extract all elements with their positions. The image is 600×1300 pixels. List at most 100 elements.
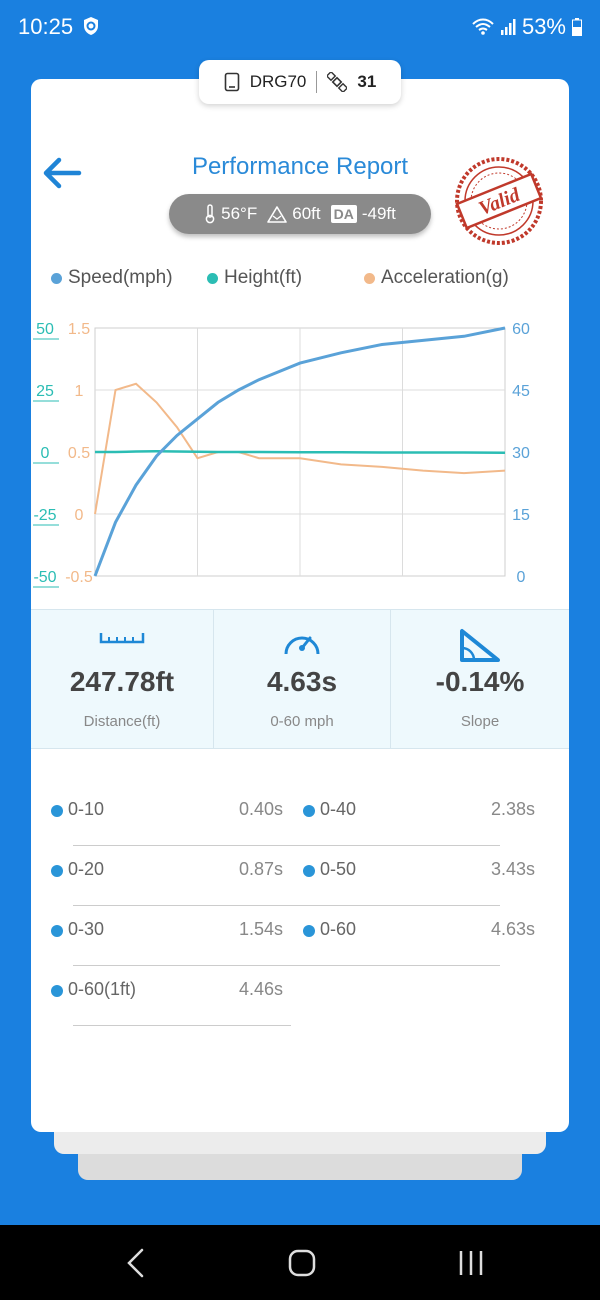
valid-stamp: Valid [455, 157, 543, 245]
pill-divider [316, 71, 318, 93]
battery-percent: 53% [521, 14, 566, 39]
height-axis-tick: 0 [41, 445, 50, 462]
card-stack-back [78, 1150, 522, 1180]
status-time: 10:25 [18, 14, 74, 39]
legend-height: Height(ft) [207, 267, 302, 289]
split-divider [73, 1025, 291, 1026]
split-label: 0-30 [68, 919, 105, 939]
ruler-icon [99, 633, 145, 644]
temperature-value: 56°F [221, 204, 258, 223]
acceleration-axis-tick: -0.5 [65, 569, 93, 586]
speed-axis-tick: 0 [517, 569, 526, 586]
split-dot [51, 925, 63, 937]
navigation-bar [0, 1225, 600, 1300]
signal-icon [500, 19, 516, 35]
stat-zero-sixty: 4.63s 0-60 mph [213, 610, 390, 748]
split-dot [303, 925, 315, 937]
speed-axis-tick: 60 [512, 321, 530, 338]
split-label: 0-20 [68, 859, 105, 879]
acceleration-axis-tick: 1 [75, 383, 84, 400]
split-label: 0-50 [320, 859, 357, 879]
device-pill[interactable]: DRG70 31 [199, 60, 401, 104]
split-value: 3.43s [490, 859, 535, 879]
split-label: 0-40 [320, 799, 357, 819]
nav-back-icon[interactable] [124, 1247, 148, 1279]
speed-axis-tick: 15 [512, 507, 530, 524]
thermometer-icon [205, 204, 215, 224]
legend-acceleration-dot [364, 272, 375, 284]
stat-slope: -0.14% Slope [390, 610, 569, 748]
row-divider [73, 965, 500, 966]
legend-speed-label: Speed(mph) [68, 267, 173, 288]
satellite-count: 31 [357, 72, 377, 91]
split-dot [51, 805, 63, 817]
density-altitude-value: -49ft [361, 204, 396, 223]
split-value: 0.87s [238, 859, 283, 879]
height-axis-tick: -25 [33, 507, 56, 524]
speed-axis-tick: 30 [512, 445, 530, 462]
da-label: DA [330, 205, 357, 223]
split-item: 0-60(1ft) 4.46s [51, 971, 291, 1026]
distance-value: 247.78ft [69, 666, 175, 697]
split-value: 1.54s [238, 919, 283, 939]
page-title: Performance Report [191, 153, 409, 180]
device-icon [224, 72, 239, 92]
speed-series-line [93, 326, 506, 577]
status-bar: 10:25 53% [0, 0, 600, 52]
split-value: 4.63s [490, 919, 535, 939]
slope-icon [460, 629, 500, 662]
chart-legend: Speed(mph) Height(ft) Acceleration(g) [31, 267, 569, 293]
acceleration-axis-tick: 0 [75, 507, 84, 524]
mountain-icon [267, 206, 288, 223]
legend-acceleration: Acceleration(g) [364, 267, 509, 289]
legend-acceleration-label: Acceleration(g) [381, 267, 509, 288]
wifi-icon [472, 18, 494, 35]
slope-value: -0.14% [435, 666, 525, 697]
split-item: 0-40 2.38s [303, 791, 535, 831]
distance-label: Distance(ft) [83, 713, 161, 730]
split-dot [303, 805, 315, 817]
split-item: 0-50 3.43s [303, 851, 535, 891]
split-item: 0-20 0.87s [51, 851, 283, 906]
height-series-line [95, 450, 506, 454]
zero-sixty-value: 4.63s [266, 666, 338, 697]
performance-chart: 50 1.5 60 25 1 45 0 0.5 30 -25 0 15 -50 -0.5 0 [33, 321, 530, 588]
speed-axis-tick: 45 [512, 383, 530, 400]
row-divider [73, 845, 500, 846]
stat-distance: 247.78ft Distance(ft) [31, 610, 213, 748]
acceleration-axis-tick: 0.5 [68, 445, 90, 462]
conditions-pill: 56°F 60ft DA -49ft [169, 194, 431, 234]
height-axis-tick: -50 [33, 569, 56, 586]
legend-height-label: Height(ft) [224, 267, 303, 288]
split-value: 2.38s [490, 799, 535, 819]
split-item: 0-10 0.40s [51, 791, 283, 846]
split-label: 0-60(1ft) [68, 979, 137, 999]
zero-sixty-label: 0-60 mph [270, 713, 334, 730]
satellite-icon [327, 72, 348, 92]
nav-home-icon[interactable] [288, 1247, 316, 1279]
legend-height-dot [207, 272, 218, 284]
split-item: 0-30 1.54s [51, 911, 283, 966]
height-axis-tick: 25 [36, 383, 54, 400]
height-axis-tick: 50 [36, 321, 54, 338]
split-dot [303, 865, 315, 877]
split-value: 4.46s [238, 979, 283, 999]
battery-icon [572, 18, 582, 36]
split-label: 0-10 [68, 799, 105, 819]
split-label: 0-60 [320, 919, 357, 939]
split-dot [51, 985, 63, 997]
acceleration-axis-tick: 1.5 [68, 321, 90, 338]
nav-recents-icon[interactable] [456, 1247, 486, 1279]
legend-speed-dot [51, 272, 62, 284]
speedometer-icon [284, 636, 320, 655]
split-item: 0-60 4.63s [303, 911, 535, 951]
elevation-value: 60ft [292, 204, 321, 223]
legend-speed: Speed(mph) [51, 267, 173, 289]
stats-panel: 247.78ft Distance(ft) 4.63s 0-60 mph -0.… [31, 609, 569, 749]
slope-label: Slope [460, 713, 500, 730]
split-value: 0.40s [238, 799, 283, 819]
device-name: DRG70 [249, 72, 307, 91]
back-arrow-icon[interactable] [41, 153, 83, 193]
split-dot [51, 865, 63, 877]
report-card: Performance Report 56°F 60ft DA -49ft [31, 79, 569, 1132]
